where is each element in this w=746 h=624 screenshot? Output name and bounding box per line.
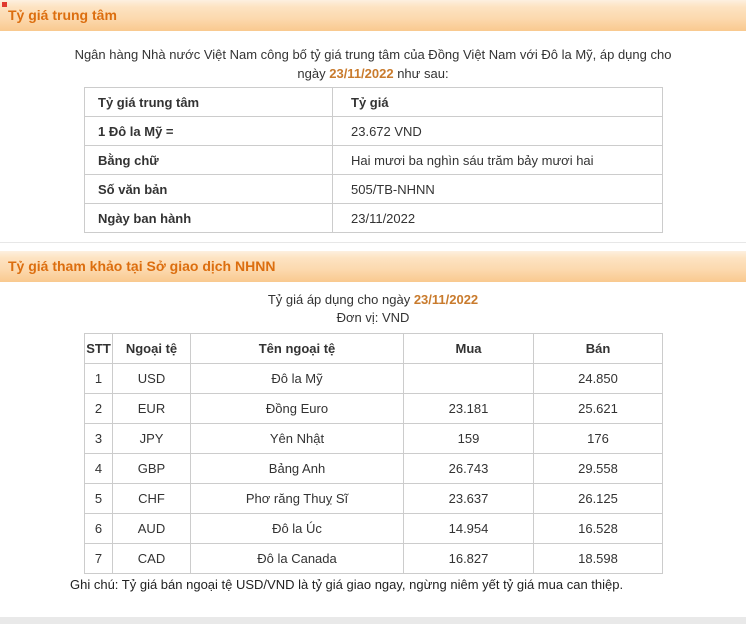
intro-date: 23/11/2022 — [329, 66, 394, 81]
cell-stt: 5 — [84, 483, 113, 514]
cell-stt: 4 — [84, 453, 113, 484]
cell-value: Hai mươi ba nghìn sáu trăm bảy mươi hai — [332, 145, 663, 175]
table-row: Bằng chữ Hai mươi ba nghìn sáu trăm bảy … — [84, 145, 663, 175]
cell-stt: 3 — [84, 423, 113, 454]
cell-label: 1 Đô la Mỹ = — [84, 116, 333, 146]
cell-currency-name: Yên Nhật — [190, 423, 404, 454]
footnote: Ghi chú: Tỷ giá bán ngoại tệ USD/VND là … — [70, 577, 624, 592]
cell-currency-name: Đồng Euro — [190, 393, 404, 424]
cell-currency-code: JPY — [112, 423, 191, 454]
cell-currency-name: Đô la Canada — [190, 543, 404, 574]
section-header-reference-rate: Tỷ giá tham khảo tại Sở giao dịch NHNN — [0, 251, 746, 282]
cell-sell: 16.528 — [533, 513, 663, 544]
cell-value: 23/11/2022 — [332, 203, 663, 233]
red-dot-icon — [2, 2, 7, 7]
cell-currency-code: USD — [112, 363, 191, 394]
table-row: 5 CHF Phơ răng Thuỵ Sĩ 23.637 26.125 — [84, 483, 663, 514]
table-row: 2 EUR Đồng Euro 23.181 25.621 — [84, 393, 663, 424]
col-header-buy: Mua — [403, 333, 534, 364]
cell-value: Tỷ giá — [332, 87, 663, 117]
cell-label: Số văn bản — [84, 174, 333, 204]
table-row: 6 AUD Đô la Úc 14.954 16.528 — [84, 513, 663, 544]
cell-buy: 23.637 — [403, 483, 534, 514]
cell-sell: 24.850 — [533, 363, 663, 394]
col-header-currency-code: Ngoại tệ — [112, 333, 191, 364]
reference-rate-subtitle: Tỷ giá áp dụng cho ngày 23/11/2022 Đơn v… — [0, 291, 746, 327]
col-header-sell: Bán — [533, 333, 663, 364]
table-header-row: STT Ngoại tệ Tên ngoại tệ Mua Bán — [84, 333, 663, 364]
cell-currency-code: AUD — [112, 513, 191, 544]
cell-currency-code: CAD — [112, 543, 191, 574]
table-row: Tỷ giá trung tâm Tỷ giá — [84, 87, 663, 117]
reference-rate-table: STT Ngoại tệ Tên ngoại tệ Mua Bán 1 USD … — [84, 333, 663, 574]
cell-currency-name: Đô la Mỹ — [190, 363, 404, 394]
unit-label: Đơn vị: VND — [336, 310, 410, 325]
table-row: Ngày ban hành 23/11/2022 — [84, 203, 663, 233]
cell-label: Bằng chữ — [84, 145, 333, 175]
cell-currency-code: CHF — [112, 483, 191, 514]
cell-buy: 26.743 — [403, 453, 534, 484]
central-rate-intro: Ngân hàng Nhà nước Việt Nam công bố tỷ g… — [63, 45, 683, 83]
section-header-central-rate: Tỷ giá trung tâm — [0, 0, 746, 31]
cell-sell: 29.558 — [533, 453, 663, 484]
cell-buy: 159 — [403, 423, 534, 454]
table-row: 1 Đô la Mỹ = 23.672 VND — [84, 116, 663, 146]
cell-buy: 16.827 — [403, 543, 534, 574]
cell-label: Tỷ giá trung tâm — [84, 87, 333, 117]
central-rate-title: Tỷ giá trung tâm — [8, 7, 117, 23]
cell-stt: 6 — [84, 513, 113, 544]
intro-text-after: như sau: — [393, 66, 449, 81]
apply-date-line: Tỷ giá áp dụng cho ngày 23/11/2022 — [0, 291, 746, 309]
table-row: 4 GBP Bảng Anh 26.743 29.558 — [84, 453, 663, 484]
apply-date: 23/11/2022 — [413, 292, 479, 307]
table-row: Số văn bản 505/TB-NHNN — [84, 174, 663, 204]
table-row: 1 USD Đô la Mỹ 24.850 — [84, 363, 663, 394]
intro-text-before: Ngân hàng Nhà nước Việt Nam công bố tỷ g… — [74, 47, 672, 81]
central-rate-table: Tỷ giá trung tâm Tỷ giá 1 Đô la Mỹ = 23.… — [84, 87, 663, 233]
cell-currency-code: GBP — [112, 453, 191, 484]
cell-buy — [403, 363, 534, 394]
cell-buy: 14.954 — [403, 513, 534, 544]
cell-value: 23.672 VND — [332, 116, 663, 146]
cell-buy: 23.181 — [403, 393, 534, 424]
apply-date-text: Tỷ giá áp dụng cho ngày — [267, 292, 414, 307]
table-row: 7 CAD Đô la Canada 16.827 18.598 — [84, 543, 663, 574]
col-header-stt: STT — [84, 333, 113, 364]
cell-sell: 25.621 — [533, 393, 663, 424]
cell-stt: 1 — [84, 363, 113, 394]
cell-sell: 26.125 — [533, 483, 663, 514]
cell-currency-code: EUR — [112, 393, 191, 424]
reference-rate-title: Tỷ giá tham khảo tại Sở giao dịch NHNN — [8, 258, 276, 274]
cell-currency-name: Đô la Úc — [190, 513, 404, 544]
cell-label: Ngày ban hành — [84, 203, 333, 233]
bottom-bar — [0, 617, 746, 624]
col-header-currency-name: Tên ngoại tệ — [190, 333, 404, 364]
cell-sell: 176 — [533, 423, 663, 454]
cell-sell: 18.598 — [533, 543, 663, 574]
cell-stt: 2 — [84, 393, 113, 424]
cell-value: 505/TB-NHNN — [332, 174, 663, 204]
cell-currency-name: Bảng Anh — [190, 453, 404, 484]
section-divider — [0, 242, 746, 243]
table-row: 3 JPY Yên Nhật 159 176 — [84, 423, 663, 454]
cell-stt: 7 — [84, 543, 113, 574]
cell-currency-name: Phơ răng Thuỵ Sĩ — [190, 483, 404, 514]
